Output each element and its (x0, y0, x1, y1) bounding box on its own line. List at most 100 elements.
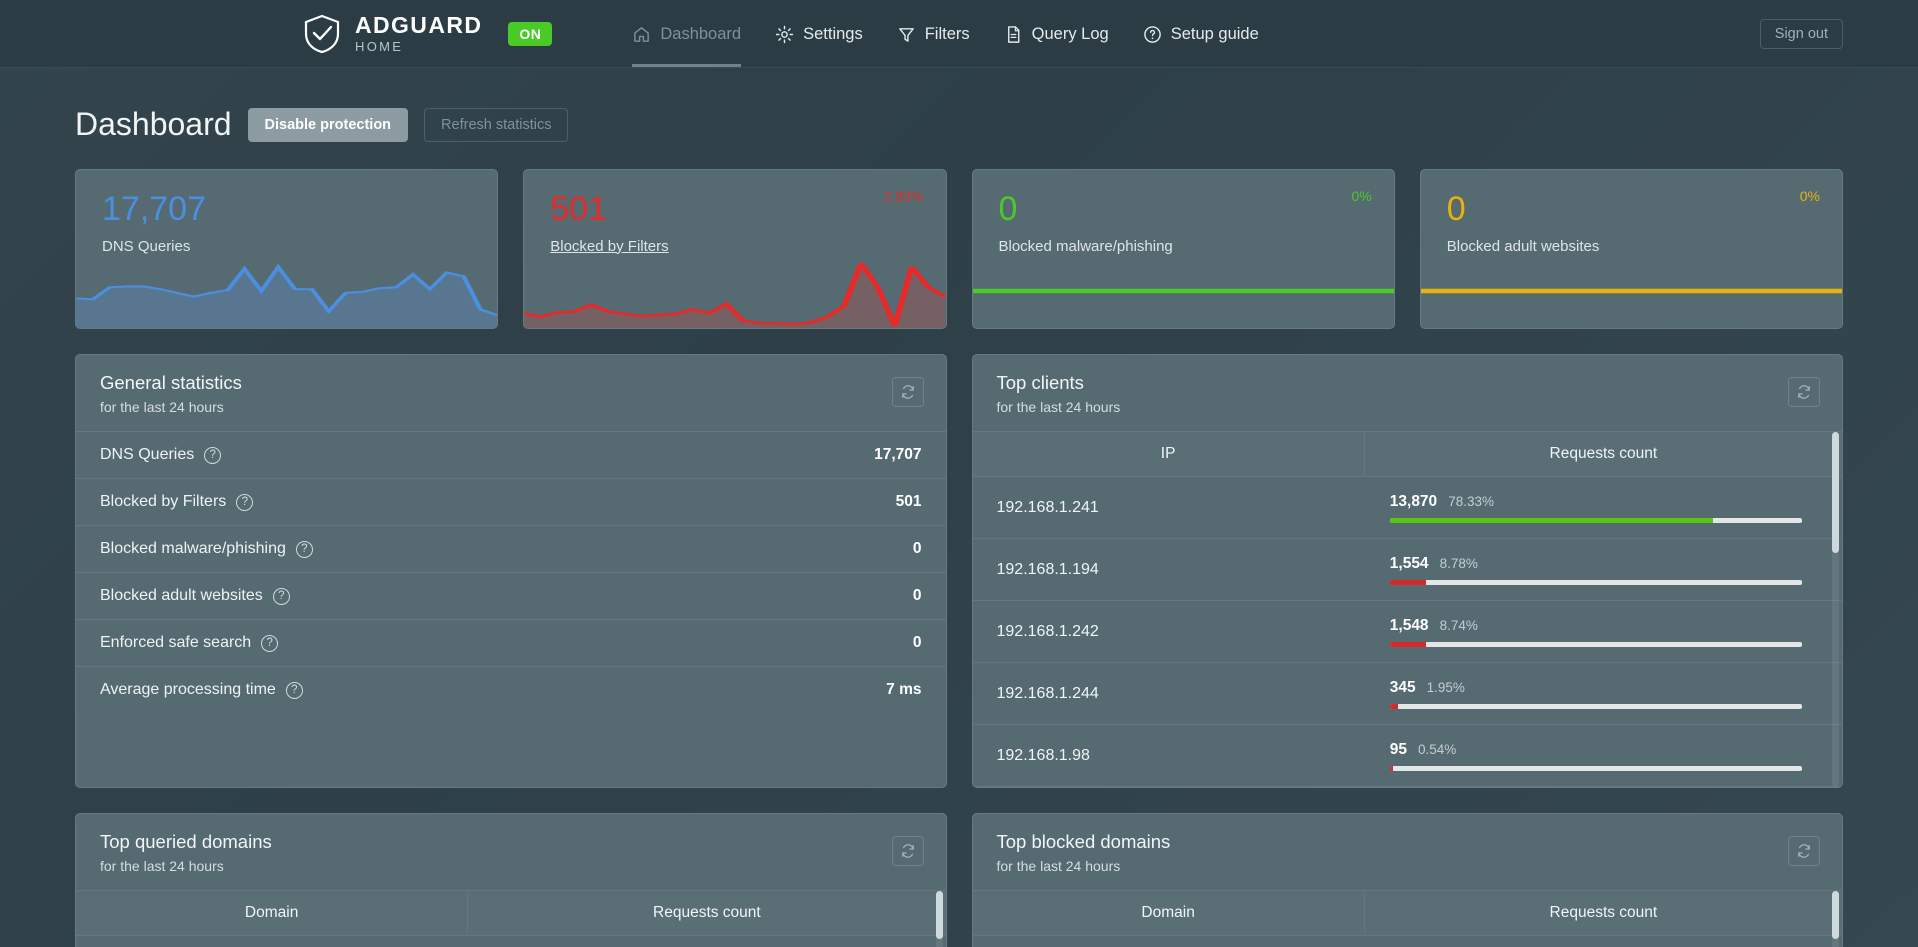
help-icon[interactable]: ? (204, 446, 222, 464)
document-icon (1007, 26, 1020, 43)
table-row[interactable]: api.entur.io 5,474 30.91% (76, 936, 946, 947)
stat-row-label: Blocked adult websites ? (100, 587, 290, 605)
refresh-statistics-button[interactable]: Refresh statistics (424, 107, 569, 142)
stat-card-blocked-adult[interactable]: 0 Blocked adult websites 0% (1419, 169, 1843, 329)
refresh-top-blocked-domains-button[interactable] (1788, 836, 1820, 866)
column-header-ip: IP (1160, 445, 1176, 462)
refresh-general-statistics-button[interactable] (891, 377, 924, 407)
panel-title: Top clients (996, 372, 1084, 393)
stat-card-blocked-by-filters[interactable]: 501 Blocked by Filters 2.83% (523, 169, 947, 329)
sign-out-button[interactable]: Sign out (1759, 18, 1843, 49)
nav-label-filters: Filters (924, 25, 970, 43)
table-header: IP Requests count (972, 432, 1842, 477)
refresh-top-clients-button[interactable] (1788, 377, 1820, 407)
top-blocked-scrollbar[interactable] (1832, 891, 1839, 947)
client-ip: 192.168.1.98 (996, 746, 1090, 764)
panel-header: Top queried domains for the last 24 hour… (76, 814, 946, 891)
refresh-icon (1798, 385, 1810, 399)
stat-row-text: Blocked adult websites (100, 587, 263, 604)
client-ip: 192.168.1.194 (996, 560, 1099, 578)
stat-row: Enforced safe search ? 0 (76, 620, 946, 667)
stat-cards: 17,707 DNS Queries 501 Blocked by Filter… (75, 169, 1843, 329)
nav-item-setup-guide[interactable]: Setup guide (1143, 0, 1259, 67)
panel-header: General statistics for the last 24 hours (76, 355, 946, 432)
stat-row-text: Enforced safe search (100, 634, 252, 651)
panel-header: Top clients for the last 24 hours (972, 355, 1842, 432)
panel-top-blocked-domains: Top blocked domains for the last 24 hour… (971, 813, 1843, 947)
help-icon[interactable]: ? (285, 681, 303, 699)
client-ip: 192.168.1.241 (996, 498, 1099, 516)
brand-subtitle: HOME (355, 39, 404, 54)
nav-item-query-log[interactable]: Query Log (1004, 0, 1109, 67)
funnel-icon (898, 28, 914, 42)
sparkline-blocked-malware (972, 254, 1394, 328)
stat-row-label: Enforced safe search ? (100, 634, 279, 652)
requests-count: 345 (1389, 678, 1416, 696)
nav-item-dashboard[interactable]: Dashboard (632, 0, 741, 67)
page-header: Dashboard Disable protection Refresh sta… (75, 68, 1843, 169)
stat-row-value: 7 ms (886, 681, 922, 698)
requests-bar (1389, 765, 1802, 771)
panels-row-2: Top queried domains for the last 24 hour… (75, 813, 1843, 947)
stat-card-blocked-malware[interactable]: 0 Blocked malware/phishing 0% (971, 169, 1395, 329)
top-clients-table: IP Requests count 192.168.1.241 13,870 7… (972, 432, 1842, 787)
nav-item-settings[interactable]: Settings (775, 0, 863, 67)
stat-row-label: Blocked by Filters ? (100, 493, 254, 511)
table-header: Domain Requests count (76, 891, 946, 936)
stat-row-text: DNS Queries (100, 446, 195, 463)
panel-title: General statistics (100, 372, 242, 393)
nav-label-query-log: Query Log (1031, 25, 1109, 43)
requests-bar (1389, 703, 1802, 709)
stat-card-label: DNS Queries (102, 237, 191, 255)
help-icon[interactable]: ? (295, 540, 313, 558)
top-clients-scrollbar[interactable] (1832, 432, 1839, 787)
refresh-icon (901, 844, 914, 858)
help-icon[interactable]: ? (236, 493, 254, 511)
stat-card-value: 501 (550, 190, 607, 228)
table-row[interactable]: 192.168.1.241 13,870 78.33% (972, 477, 1842, 539)
help-icon[interactable]: ? (272, 587, 290, 605)
client-requests: 1,554 8.78% (1364, 555, 1842, 585)
refresh-top-queried-domains-button[interactable] (891, 836, 924, 866)
page-content: Dashboard Disable protection Refresh sta… (0, 68, 1918, 947)
stat-row-text: Average processing time (100, 681, 276, 698)
panel-general-statistics: General statistics for the last 24 hours… (75, 354, 947, 788)
stat-card-value: 17,707 (102, 190, 206, 228)
requests-bar (1389, 579, 1802, 585)
stat-row-label: DNS Queries ? (100, 446, 222, 464)
disable-protection-button[interactable]: Disable protection (247, 107, 409, 142)
top-blocked-table-wrap: Domain Requests count vortex.data.micros… (972, 891, 1843, 947)
stat-row: Average processing time ? 7 ms (76, 667, 946, 713)
stat-card-label[interactable]: Blocked by Filters (550, 237, 669, 255)
table-row[interactable]: 192.168.1.242 1,548 8.74% (972, 601, 1842, 663)
panel-subtitle: for the last 24 hours (996, 858, 1121, 874)
stat-card-label: Blocked malware/phishing (998, 237, 1173, 255)
stat-row: DNS Queries ? 17,707 (76, 432, 946, 479)
panel-subtitle: for the last 24 hours (996, 399, 1121, 415)
column-header-domain: Domain (1141, 904, 1195, 921)
sparkline-blocked-adult (1420, 254, 1842, 328)
nav-label-settings: Settings (803, 25, 863, 43)
table-header: Domain Requests count (972, 891, 1842, 936)
requests-count: 1,554 (1389, 554, 1429, 572)
home-icon (634, 27, 650, 42)
refresh-icon (901, 385, 914, 399)
question-circle-icon (1143, 26, 1161, 43)
protection-status-badge[interactable]: ON (508, 21, 553, 46)
table-row[interactable]: 192.168.1.194 1,554 8.78% (972, 539, 1842, 601)
table-row[interactable]: 192.168.1.244 345 1.95% (972, 663, 1842, 725)
nav-item-filters[interactable]: Filters (897, 0, 970, 67)
stat-card-dns-queries[interactable]: 17,707 DNS Queries (75, 169, 499, 329)
client-ip: 192.168.1.242 (996, 622, 1099, 640)
requests-count: 1,548 (1389, 616, 1429, 634)
stat-row: Blocked malware/phishing ? 0 (76, 526, 946, 573)
table-row[interactable]: vortex.data.microsoft.com 108 21.56% (973, 936, 1843, 947)
top-blocked-domains-table: Domain Requests count vortex.data.micros… (972, 891, 1843, 947)
table-row[interactable]: 192.168.1.98 95 0.54% (972, 725, 1842, 787)
stat-card-percent: 0% (1799, 188, 1820, 204)
top-queried-scrollbar[interactable] (935, 891, 943, 947)
top-queried-table-wrap: Domain Requests count api.entur.io 5,474… (76, 891, 946, 947)
panel-top-queried-domains: Top queried domains for the last 24 hour… (75, 813, 947, 947)
help-icon[interactable]: ? (261, 634, 279, 652)
gear-icon (775, 25, 794, 44)
